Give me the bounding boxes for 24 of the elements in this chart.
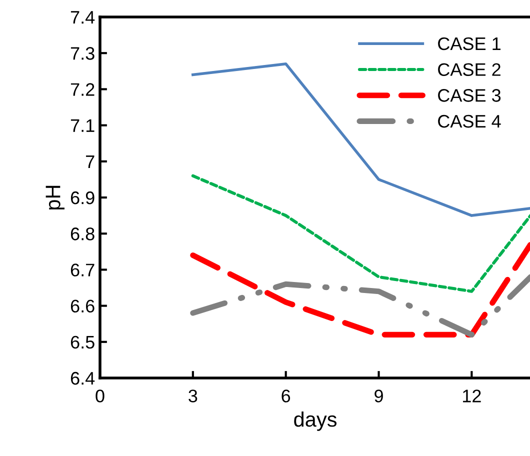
y-tick-label: 6.8 (70, 228, 94, 240)
y-tick-label: 6.6 (70, 300, 94, 313)
y-tick-label: 7.2 (70, 83, 94, 96)
y-tick-label: 6.5 (70, 336, 94, 349)
legend-label: CASE 1 (438, 37, 500, 50)
y-tick-label: 7.4 (70, 11, 95, 24)
x-tick-label: 6 (282, 390, 290, 402)
y-tick-label: 6.9 (70, 191, 94, 204)
line-series (191, 174, 530, 293)
x-axis-title: days (294, 412, 337, 431)
y-tick-label: 6.4 (70, 372, 95, 385)
legend-label: CASE 3 (438, 89, 501, 102)
legend-label: CASE 4 (438, 114, 501, 128)
y-tick-label: 7.3 (70, 47, 94, 60)
y-axis-title: pH (46, 186, 64, 210)
legend-label: CASE 2 (438, 63, 500, 76)
x-tick-label: 3 (188, 390, 198, 402)
y-tick-label: 7.1 (70, 119, 94, 132)
x-tick-label: 12 (463, 390, 481, 402)
y-tick-label: 6.7 (70, 264, 94, 276)
x-tick-label: 0 (96, 390, 104, 402)
x-tick-label: 9 (374, 390, 383, 402)
y-tick-label: 7 (86, 156, 94, 168)
line-series (192, 62, 530, 217)
